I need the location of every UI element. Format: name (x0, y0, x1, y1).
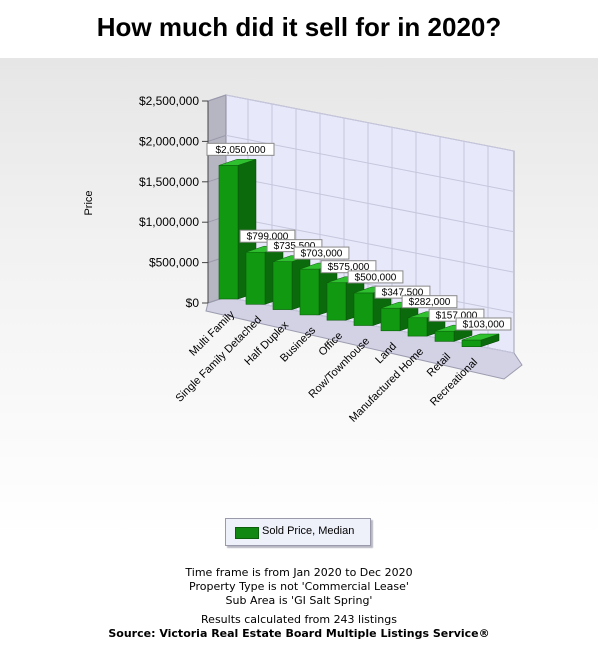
footer-line-sub-area: Sub Area is 'GI Salt Spring' (225, 594, 373, 607)
y-tick-label: $2,000,000 (139, 134, 199, 148)
bar (245, 251, 266, 305)
data-label: $703,000 (293, 246, 350, 260)
legend-swatch (235, 527, 259, 539)
y-tick-label: $1,000,000 (139, 215, 199, 229)
bar (326, 282, 347, 321)
data-label-text: $282,000 (409, 297, 451, 308)
bar (461, 339, 482, 348)
footer-source: Source: Victoria Real Estate Board Multi… (108, 627, 490, 640)
y-axis-label: Price (83, 190, 95, 215)
chart-wall-grid-line (207, 134, 227, 142)
data-label-box (455, 317, 512, 331)
y-tick-label: $500,000 (149, 256, 199, 270)
x-tick-label: Row/Townhouse (307, 335, 373, 401)
bar (407, 317, 428, 337)
chart-legend: Sold Price, Median (225, 518, 371, 546)
bar (218, 165, 239, 300)
y-tick-label: $1,500,000 (139, 175, 199, 189)
data-label-box (401, 295, 458, 309)
data-label: $2,050,000 (206, 142, 275, 156)
bar (353, 292, 374, 326)
bar (380, 307, 401, 332)
footer-results: Results calculated from 243 listings (201, 613, 397, 626)
data-label-text: $575,000 (328, 262, 370, 273)
chart-wall-grid-line (207, 94, 227, 102)
data-label-text: $799,000 (247, 232, 289, 243)
chart-hgrid-line (225, 215, 515, 273)
chart-footer: Time frame is from Jan 2020 to Dec 2020 … (0, 566, 598, 641)
footer-line-timeframe: Time frame is from Jan 2020 to Dec 2020 (185, 566, 413, 579)
bar (434, 330, 455, 342)
y-axis-ticks: $0 $500,000 $1,000,000 $1,500,000 $2,000,000… (139, 94, 199, 310)
data-label-box (206, 142, 275, 156)
bar-top-face (461, 333, 500, 341)
y-tick-label: $0 (186, 296, 200, 310)
data-label-text: $157,000 (436, 311, 478, 322)
data-label-box (347, 270, 404, 284)
data-label: $500,000 (347, 270, 404, 284)
footer-line-property-type: Property Type is not 'Commercial Lease' (189, 580, 409, 593)
data-label-text: $2,050,000 (215, 145, 265, 156)
bars: $2,050,000$799,000$735,500$703,000$575,0… (206, 142, 512, 348)
legend-label: Sold Price, Median (262, 525, 355, 537)
data-label-text: $500,000 (355, 272, 397, 283)
data-label-text: $347,500 (382, 288, 424, 299)
data-label: $103,000 (455, 317, 512, 331)
data-label-box (293, 246, 350, 260)
bar-chart: $0 $500,000 $1,000,000 $1,500,000 $2,000,000… (83, 94, 523, 425)
y-tick-label: $2,500,000 (139, 94, 199, 108)
bar-top-face (218, 159, 257, 166)
chart-hgrid-line (225, 94, 515, 152)
bar (299, 268, 320, 316)
page-title: How much did it sell for in 2020? (96, 12, 502, 42)
data-label-text: $103,000 (463, 319, 505, 330)
data-label: $282,000 (401, 295, 458, 309)
bar (272, 261, 293, 310)
data-label-text: $703,000 (301, 249, 343, 260)
chart-hgrid-line (225, 175, 515, 233)
